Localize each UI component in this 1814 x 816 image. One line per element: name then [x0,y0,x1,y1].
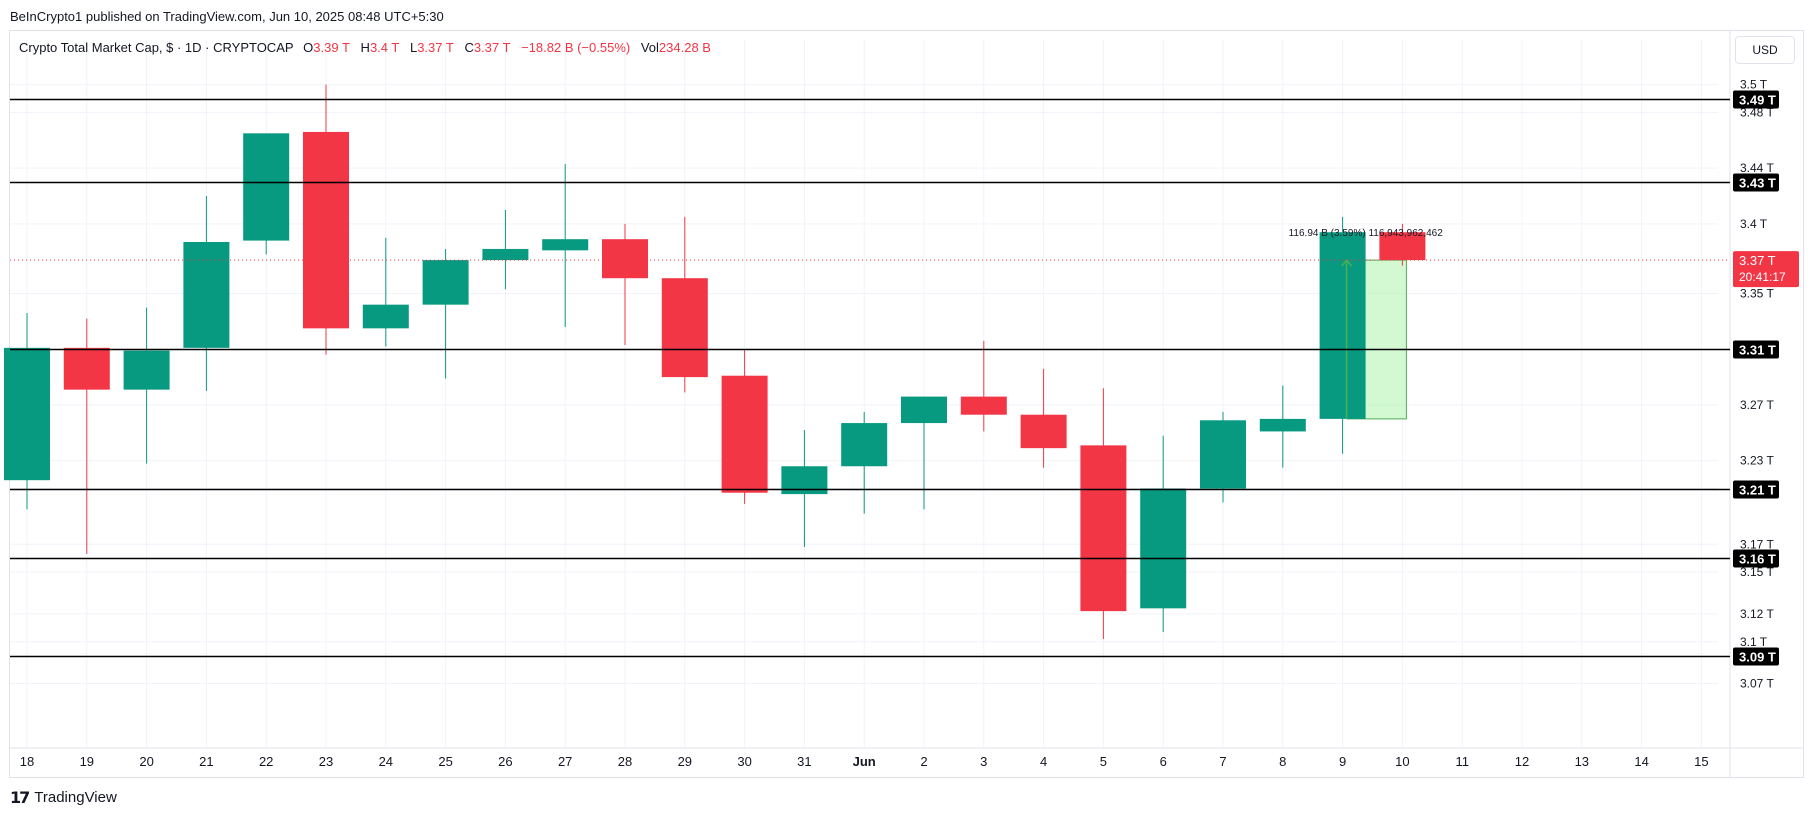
y-tick-label: 3.17 T [1740,537,1774,551]
candle-body [841,423,888,467]
candle-body [422,260,469,305]
x-tick-label: 25 [438,754,452,769]
high-label: H [360,40,370,55]
candle-body [960,396,1007,415]
candle-body [602,239,648,279]
candle-body [1379,232,1426,261]
y-tick-label: 3.07 T [1740,677,1774,691]
level-price-tag [1733,480,1779,499]
level-price-label: 3.31 T [1739,343,1776,358]
x-tick-label: 29 [678,754,692,769]
last-price-tag [1733,251,1799,288]
x-tick-label: 22 [259,754,273,769]
x-tick-label: 13 [1575,754,1589,769]
level-price-label: 3.16 T [1739,552,1776,567]
x-tick-label: 30 [737,754,751,769]
y-tick-label: 3.23 T [1740,454,1774,468]
x-tick-label: 4 [1040,754,1047,769]
level-price-tag [1733,340,1779,359]
y-tick-label: 3.35 T [1740,287,1774,301]
level-price-tag [1733,90,1779,109]
candle-body [721,375,768,493]
x-tick-label: 19 [80,754,94,769]
level-price-tag [1733,549,1779,568]
x-tick-label: 15 [1694,754,1708,769]
volume-value: 234.28 B [658,40,711,55]
x-tick-label: 14 [1634,754,1648,769]
x-tick-label: 3 [980,754,987,769]
candle-body [482,248,529,261]
candle-body [123,350,170,390]
x-tick-label: 2 [920,754,927,769]
level-price-label: 3.21 T [1739,483,1776,498]
y-tick-label: 3.1 T [1740,635,1768,649]
x-tick-label: 21 [199,754,213,769]
close-label: C [464,40,474,55]
x-tick-label: 8 [1279,754,1286,769]
y-tick-label: 3.27 T [1740,398,1774,412]
low-label: L [409,40,418,55]
candle-body [63,347,110,390]
x-tick-label: 18 [20,754,34,769]
x-tick-label: 20 [139,754,153,769]
close-value: 3.37 T [473,40,511,55]
x-tick-label: 6 [1160,754,1167,769]
x-tick-label: 31 [797,754,811,769]
y-tick-label: 3.15 T [1740,565,1774,579]
x-tick-label: 23 [319,754,333,769]
countdown-label: 20:41:17 [1739,270,1786,284]
x-tick-label: 11 [1455,754,1469,769]
level-price-label: 3.43 T [1739,176,1776,191]
candle-body [362,304,409,329]
x-tick-label: 10 [1395,754,1409,769]
change-value: −18.82 B (−0.55%) [521,40,631,55]
symbol-name[interactable]: Crypto Total Market Cap, $ · 1D · CRYPTO… [19,40,294,55]
last-price-label: 3.37 T [1739,253,1776,268]
x-tick-label: 9 [1339,754,1346,769]
brand-name: TradingView [34,789,117,806]
y-tick-label: 3.4 T [1740,217,1768,231]
level-price-label: 3.09 T [1739,650,1776,665]
candle-body [303,131,349,329]
x-tick-label: 7 [1219,754,1226,769]
level-price-tag [1733,173,1779,192]
level-price-label: 3.49 T [1739,93,1776,108]
high-value: 3.4 T [369,40,400,55]
volume-label: Vol [640,40,659,55]
candle-body [542,239,589,251]
candle-body [183,241,230,348]
currency-button[interactable]: USD [1735,36,1795,64]
x-tick-label: Jun [853,754,876,769]
footer-brand[interactable]: 17 TradingView [10,788,117,807]
low-value: 3.37 T [417,40,454,55]
x-tick-label: 26 [498,754,512,769]
candle-body [901,396,947,424]
candle-body [1020,414,1067,449]
x-tick-label: 5 [1100,754,1107,769]
x-tick-label: 12 [1515,754,1529,769]
candle-body [243,133,290,241]
publisher-line: BeInCrypto1 published on TradingView.com… [10,9,444,24]
tradingview-logo-icon: 17 [10,788,30,807]
y-tick-label: 3.44 T [1740,161,1774,175]
measure-label: 116.94 B (3.59%) 116,943,962,462 [1289,228,1444,239]
y-tick-label: 3.48 T [1740,105,1774,119]
level-price-tag [1733,647,1779,666]
open-value: 3.39 T [313,40,350,55]
x-tick-label: 24 [379,754,393,769]
y-tick-label: 3.12 T [1740,607,1774,621]
open-label: O [303,40,314,55]
candle-body [1080,445,1127,612]
candle-body [1200,420,1246,489]
x-tick-label: 28 [618,754,632,769]
candle-body [661,278,708,378]
candle-body [1259,418,1306,432]
candle-body [1319,232,1366,419]
candle-body [1140,488,1187,609]
symbol-legend: Crypto Total Market Cap, $ · 1D · CRYPTO… [19,40,718,55]
candle-body [4,347,50,481]
x-tick-label: 27 [558,754,572,769]
y-tick-label: 3.5 T [1740,78,1768,92]
